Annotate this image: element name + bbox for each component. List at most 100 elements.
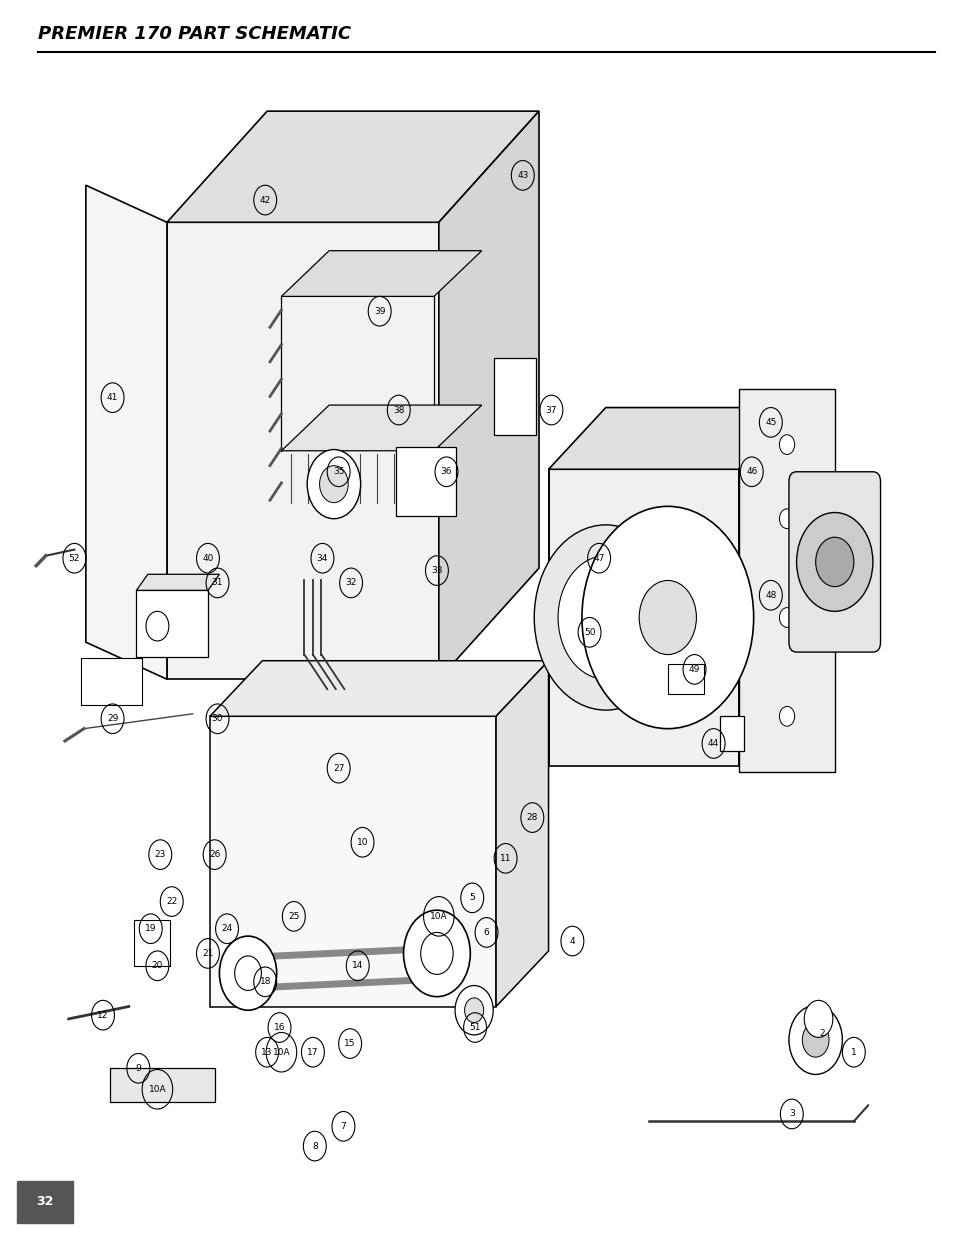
- Polygon shape: [720, 716, 743, 751]
- Text: 11: 11: [499, 853, 511, 863]
- Polygon shape: [86, 185, 167, 679]
- Text: 18: 18: [259, 977, 271, 987]
- Text: 30: 30: [212, 714, 223, 724]
- Text: 35: 35: [333, 467, 344, 477]
- Polygon shape: [210, 661, 548, 716]
- Polygon shape: [438, 111, 538, 679]
- Text: 37: 37: [545, 405, 557, 415]
- Text: 52: 52: [69, 553, 80, 563]
- Text: 22: 22: [166, 897, 177, 906]
- Circle shape: [146, 611, 169, 641]
- FancyBboxPatch shape: [17, 1181, 73, 1223]
- Circle shape: [420, 932, 453, 974]
- Text: 50: 50: [583, 627, 595, 637]
- Text: 31: 31: [212, 578, 223, 588]
- Text: 23: 23: [154, 850, 166, 860]
- Text: 15: 15: [344, 1039, 355, 1049]
- Text: 1: 1: [850, 1047, 856, 1057]
- Polygon shape: [210, 716, 496, 1007]
- Text: 39: 39: [374, 306, 385, 316]
- Text: 32: 32: [345, 578, 356, 588]
- Circle shape: [558, 556, 653, 679]
- Circle shape: [788, 1005, 841, 1074]
- Circle shape: [779, 509, 794, 529]
- Circle shape: [801, 1023, 828, 1057]
- Text: 34: 34: [316, 553, 328, 563]
- Circle shape: [639, 580, 696, 655]
- Text: 26: 26: [209, 850, 220, 860]
- Polygon shape: [136, 574, 219, 590]
- Text: 33: 33: [431, 566, 442, 576]
- Polygon shape: [136, 590, 208, 657]
- Text: 45: 45: [764, 417, 776, 427]
- Circle shape: [796, 513, 872, 611]
- Text: 7: 7: [340, 1121, 346, 1131]
- Circle shape: [534, 525, 677, 710]
- Polygon shape: [133, 920, 170, 966]
- Text: 10A: 10A: [430, 911, 447, 921]
- Text: 51: 51: [469, 1023, 480, 1032]
- Polygon shape: [739, 408, 796, 766]
- Polygon shape: [281, 405, 481, 451]
- Text: 43: 43: [517, 170, 528, 180]
- Text: 38: 38: [393, 405, 404, 415]
- Polygon shape: [494, 358, 536, 435]
- Circle shape: [219, 936, 276, 1010]
- Text: 40: 40: [202, 553, 213, 563]
- Text: 13: 13: [261, 1047, 273, 1057]
- Polygon shape: [395, 447, 456, 516]
- Text: 25: 25: [288, 911, 299, 921]
- Text: 19: 19: [145, 924, 156, 934]
- Circle shape: [779, 706, 794, 726]
- Text: 28: 28: [526, 813, 537, 823]
- Text: 32: 32: [36, 1195, 53, 1208]
- Polygon shape: [667, 664, 703, 694]
- Circle shape: [455, 986, 493, 1035]
- Text: 47: 47: [593, 553, 604, 563]
- Text: 5: 5: [469, 893, 475, 903]
- Circle shape: [464, 998, 483, 1023]
- Text: 10A: 10A: [149, 1084, 166, 1094]
- Text: 6: 6: [483, 927, 489, 937]
- FancyBboxPatch shape: [788, 472, 880, 652]
- Circle shape: [319, 466, 348, 503]
- Text: 20: 20: [152, 961, 163, 971]
- Text: 48: 48: [764, 590, 776, 600]
- Text: 36: 36: [440, 467, 452, 477]
- Text: 2: 2: [819, 1029, 824, 1039]
- Text: 8: 8: [312, 1141, 317, 1151]
- Polygon shape: [496, 661, 548, 1007]
- Circle shape: [403, 910, 470, 997]
- Text: 42: 42: [259, 195, 271, 205]
- Circle shape: [581, 506, 753, 729]
- Text: 41: 41: [107, 393, 118, 403]
- Polygon shape: [739, 389, 834, 772]
- Polygon shape: [110, 1068, 214, 1102]
- Circle shape: [234, 956, 261, 990]
- Polygon shape: [167, 222, 438, 679]
- Text: 29: 29: [107, 714, 118, 724]
- Text: 21: 21: [202, 948, 213, 958]
- Text: 4: 4: [569, 936, 575, 946]
- Text: 12: 12: [97, 1010, 109, 1020]
- Text: 24: 24: [221, 924, 233, 934]
- Polygon shape: [548, 408, 796, 469]
- Polygon shape: [167, 111, 538, 222]
- Circle shape: [815, 537, 853, 587]
- Text: 17: 17: [307, 1047, 318, 1057]
- Text: 49: 49: [688, 664, 700, 674]
- Text: 14: 14: [352, 961, 363, 971]
- Circle shape: [779, 435, 794, 454]
- Text: 27: 27: [333, 763, 344, 773]
- Text: 9: 9: [135, 1063, 141, 1073]
- Polygon shape: [548, 469, 739, 766]
- FancyBboxPatch shape: [81, 658, 142, 705]
- Text: PREMIER 170 PART SCHEMATIC: PREMIER 170 PART SCHEMATIC: [38, 25, 351, 43]
- Circle shape: [803, 1000, 832, 1037]
- Text: 10A: 10A: [273, 1047, 290, 1057]
- Text: 46: 46: [745, 467, 757, 477]
- Text: 3: 3: [788, 1109, 794, 1119]
- Circle shape: [307, 450, 360, 519]
- Circle shape: [779, 608, 794, 627]
- Text: 10: 10: [356, 837, 368, 847]
